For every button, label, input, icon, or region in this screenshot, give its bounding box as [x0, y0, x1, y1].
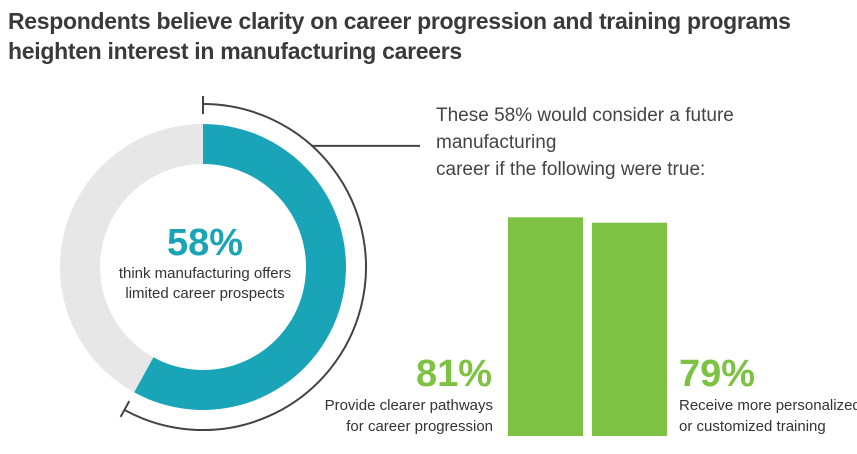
bracket-arc [123, 103, 367, 431]
bracket-tick-end [119, 400, 131, 418]
bar-label-right-line-2: or customized training [679, 418, 826, 435]
donut-chart [60, 124, 346, 411]
bar-label-right: Receive more personalized or customized … [679, 395, 857, 437]
title-line-2: heighten interest in manufacturing caree… [8, 38, 462, 64]
bar-label-left: Provide clearer pathways for career prog… [325, 395, 493, 437]
bar-label-left-line-1: Provide clearer pathways [324, 397, 493, 414]
bracket [119, 96, 420, 431]
bar-subtitle: These 58% would consider a future manufa… [436, 102, 846, 183]
subtitle-line-1: These 58% would consider a future manufa… [436, 105, 734, 153]
donut-segment-58 [134, 124, 346, 411]
chart-title: Respondents believe clarity on career pr… [8, 6, 848, 66]
bar-customized-training [592, 222, 667, 436]
donut-label-line-2: limited career prospects [125, 285, 285, 302]
bar-label-left-line-2: for career progression [346, 418, 493, 435]
bar-career-progression [508, 217, 583, 436]
bar-value-right: 79% [679, 353, 756, 395]
donut-segment-remainder [60, 124, 203, 393]
donut-label-line-1: think manufacturing offers [118, 265, 292, 282]
bar-chart [508, 217, 667, 436]
donut-value: 58% [166, 222, 244, 264]
donut-center: 58% think manufacturing offers limited c… [105, 222, 305, 304]
bar-value-left: 81% [415, 353, 492, 395]
title-line-1: Respondents believe clarity on career pr… [8, 8, 791, 34]
bar-label-right-line-1: Receive more personalized [679, 397, 857, 414]
subtitle-line-2: career if the following were true: [436, 159, 706, 180]
